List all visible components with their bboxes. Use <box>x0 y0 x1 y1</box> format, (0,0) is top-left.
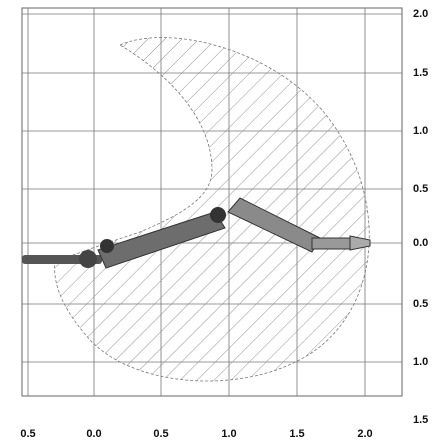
x-tick-label: 0.5 <box>153 428 168 440</box>
y-tick-label: 0.5 <box>413 183 428 195</box>
y-tick-label: 2.0 <box>413 8 428 20</box>
reach-region <box>54 37 370 382</box>
y-tick-label: 1.0 <box>413 125 428 137</box>
robot-arm <box>22 197 371 269</box>
x-tick-label: 0.5 <box>20 428 35 440</box>
y-tick-label: 0.5 <box>413 298 428 310</box>
y-tick-label: 1.5 <box>413 414 428 426</box>
x-tick-label: 1.5 <box>289 428 304 440</box>
x-tick-label: 1.0 <box>221 428 236 440</box>
y-tick-label: 0.0 <box>413 237 428 249</box>
y-tick-label: 1.5 <box>413 67 428 79</box>
x-tick-label: 2.0 <box>357 428 372 440</box>
x-tick-label: 0.0 <box>86 428 101 440</box>
y-tick-label: 1.0 <box>413 356 428 368</box>
